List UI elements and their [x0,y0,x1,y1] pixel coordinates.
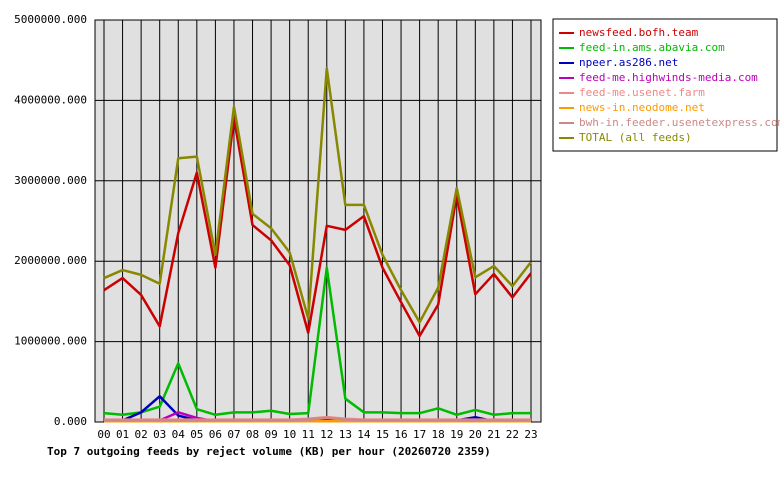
x-tick-label: 09 [264,428,277,441]
x-tick-label: 05 [190,428,203,441]
legend-label: npeer.as286.net [579,56,678,69]
chart-title: Top 7 outgoing feeds by reject volume (K… [47,445,491,458]
series-line [104,416,531,422]
x-tick-label: 18 [432,428,445,441]
series-line [103,266,531,417]
x-tick-label: 13 [339,428,352,441]
x-tick-label: 00 [97,428,110,441]
x-tick-label: 19 [450,428,463,441]
series-line [103,66,532,324]
legend-label: TOTAL (all feeds) [579,131,692,144]
legend-label: news-in.neodome.net [579,101,705,114]
x-tick-label: 20 [469,428,482,441]
y-tick-label: 3000000.000 [14,174,87,187]
x-tick-label: 04 [172,428,186,441]
x-tick-label: 23 [524,428,537,441]
x-tick-label: 02 [135,428,148,441]
y-tick-label: 0.000 [54,415,87,428]
x-tick-label: 07 [227,428,240,441]
x-tick-label: 12 [320,428,333,441]
x-tick-label: 14 [357,428,371,441]
x-tick-label: 08 [246,428,259,441]
y-tick-label: 4000000.000 [14,93,87,106]
y-tick-label: 2000000.000 [14,254,87,267]
plot-area [94,19,542,423]
y-tick-label: 1000000.000 [14,335,87,348]
y-tick-label: 5000000.000 [14,13,87,26]
x-tick-label: 17 [413,428,426,441]
legend-box [552,18,778,152]
x-tick-label: 11 [302,428,315,441]
legend-label: bwh-in.feeder.usenetexpress.com [579,116,780,129]
x-tick-label: 06 [209,428,222,441]
legend-label: feed-me.usenet.farm [579,86,705,99]
legend-label: feed-me.highwinds-media.com [579,71,758,84]
x-tick-label: 15 [376,428,389,441]
x-tick-label: 22 [506,428,519,441]
x-tick-label: 21 [487,428,500,441]
x-tick-label: 10 [283,428,296,441]
legend-label: feed-in.ams.abavia.com [579,41,725,54]
legend-label: newsfeed.bofh.team [579,26,699,39]
x-tick-label: 16 [394,428,407,441]
x-tick-label: 01 [116,428,129,441]
x-tick-label: 03 [153,428,166,441]
series-line [103,116,532,338]
